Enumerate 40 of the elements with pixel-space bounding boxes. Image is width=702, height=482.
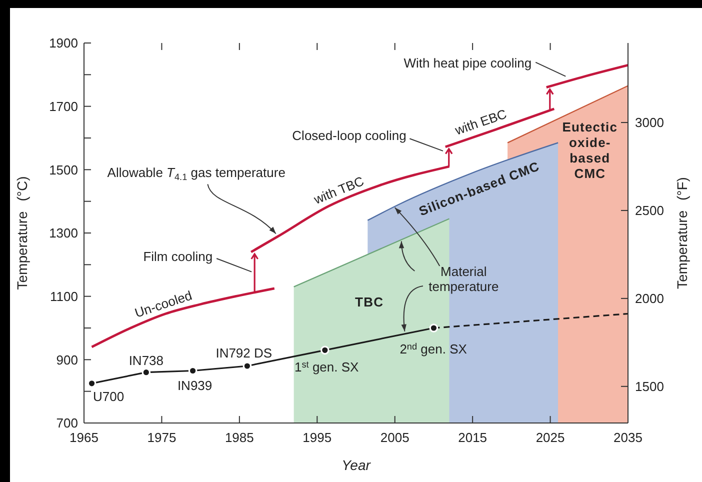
text: with TBC: [310, 173, 366, 208]
y-tick-label: 1900: [49, 36, 78, 51]
y-tick-label: 1500: [49, 162, 78, 178]
x-tick-label: 1975: [147, 430, 176, 446]
x-tick-label: 1995: [302, 430, 332, 446]
y-tick-label: 900: [56, 352, 78, 368]
x-tick-label: 2035: [614, 430, 642, 446]
annotation: IN792 DS: [216, 346, 272, 360]
annotation: Material temperature: [428, 264, 499, 294]
line-series: [90, 287, 276, 348]
series-label: TBC: [355, 294, 384, 310]
annotation: IN738: [128, 352, 164, 368]
y2-axis-title: Temperature (°F): [674, 177, 690, 289]
y2-tick-label: 2000: [635, 291, 664, 306]
point: [320, 346, 330, 355]
y2-tick-label: 2500: [635, 203, 664, 218]
annotation: Closed-loop cooling: [292, 128, 406, 144]
annotation: U700: [92, 388, 124, 404]
y2-tick-label: 1500: [635, 379, 664, 394]
y-tick-label: 1100: [50, 288, 78, 304]
text: with EBC: [452, 106, 509, 138]
y2-tick-label: 3000: [635, 115, 664, 130]
point: [429, 324, 438, 332]
annotation: 1$^{st}$ gen. SX: [294, 360, 360, 375]
y-tick-label: 1700: [49, 98, 78, 114]
x-tick-label: 2015: [458, 430, 488, 446]
annotation: 2$^{nd}$ gen. SX: [400, 341, 468, 356]
annotation: Allowable T$_{4.1}$ gas temperature: [107, 164, 286, 182]
x-axis-title: Year: [342, 457, 372, 473]
annotation: Eutectic oxide-based CMC: [562, 119, 618, 181]
x-tick-label: 1965: [70, 430, 98, 446]
x-tick-label: 1985: [224, 430, 254, 446]
x-tick-label: 2005: [380, 430, 410, 446]
annotation: IN939: [177, 378, 212, 393]
y-tick-label: 1300: [49, 226, 78, 241]
y-tick-label: 700: [56, 416, 78, 431]
series-label: With heat pipe cooling: [404, 55, 532, 70]
x-tick-label: 2025: [536, 430, 565, 446]
y-axis-title: Temperature (°C): [14, 176, 30, 290]
annotation: Film cooling: [143, 249, 213, 264]
